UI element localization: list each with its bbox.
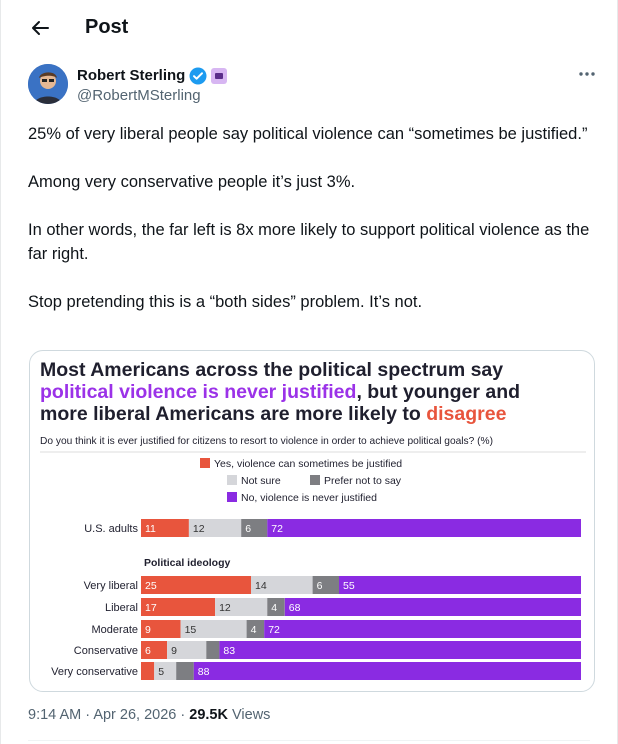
category-label: U.S. adults [84, 523, 138, 535]
bar-value-label: 6 [317, 580, 323, 592]
post-time[interactable]: 9:14 AM [28, 707, 82, 723]
back-button[interactable] [26, 16, 54, 40]
bar-value-label: 5 [158, 666, 164, 678]
legend-swatch [227, 492, 237, 502]
bar-value-label: 9 [145, 624, 151, 636]
bar-value-label: 72 [271, 523, 283, 535]
chart-title-part: Most Americans across the political spec… [40, 359, 503, 381]
post-date[interactable]: Apr 26, 2026 [93, 707, 177, 723]
chart-bars: Political ideology U.S. adults 11 12 6 72 Very… [51, 519, 582, 680]
chart-legend: Yes, violence can sometimes be justified… [200, 458, 402, 504]
bar-segment [154, 662, 177, 680]
author-handle[interactable]: @RobertMSterling [77, 87, 201, 104]
more-horizontal-icon [579, 72, 595, 76]
bar-value-label: 14 [255, 580, 267, 592]
bar-value-label: 12 [193, 523, 205, 535]
bar-segment [141, 519, 189, 537]
category-label: Very liberal [84, 580, 138, 592]
arrow-left-icon [32, 21, 49, 35]
bar-value-label: 15 [185, 624, 197, 636]
affiliate-badge-icon[interactable] [211, 68, 227, 84]
divider [28, 740, 590, 741]
verified-badge-icon[interactable] [189, 67, 207, 85]
bar-segment [141, 641, 168, 659]
legend-label: Prefer not to say [324, 475, 402, 487]
attached-chart-image[interactable]: Most Americans across the political spec… [29, 350, 595, 692]
top-bar: Post [0, 0, 618, 56]
bar-segment [141, 620, 181, 638]
tweet-paragraph: Among very conservative people it’s just… [28, 173, 356, 191]
bar-value-label: 55 [343, 580, 355, 592]
post-meta: 9:14 AM · Apr 26, 2026 · 29.5K Views [28, 707, 270, 723]
tweet-paragraph: 25% of very liberal people say political… [28, 125, 588, 143]
author-name[interactable]: Robert Sterling [77, 67, 186, 84]
bar-value-label: 83 [223, 645, 235, 657]
legend-swatch [310, 475, 320, 485]
bar-value-label: 6 [145, 645, 151, 657]
chart-title-part: more liberal Americans are more likely t… [40, 403, 426, 425]
category-label: Liberal [105, 602, 138, 614]
bar-segment [206, 641, 220, 659]
bar-segment [312, 576, 339, 594]
tweet-paragraph: Stop pretending this is a “both sides” p… [28, 293, 423, 311]
bar-segment [176, 662, 194, 680]
bar-value-label: 68 [289, 602, 301, 614]
avatar-image [28, 64, 68, 104]
bar-value-label: 12 [219, 602, 231, 614]
bar-segment [241, 519, 268, 537]
bar-segment [284, 598, 581, 616]
chart-title-part: , but younger and [356, 381, 520, 403]
legend-swatch [227, 475, 237, 485]
bar-segment [141, 576, 251, 594]
bar-segment [264, 620, 581, 638]
bar-segment [167, 641, 207, 659]
legend-label: Yes, violence can sometimes be justified [214, 458, 402, 470]
bar-segment [141, 598, 216, 616]
chart-svg: Most Americans across the political spec… [40, 359, 586, 680]
chart-subtitle: Do you think it is ever justified for ci… [40, 436, 493, 447]
bar-value-label: 11 [145, 523, 156, 535]
legend-swatch [200, 458, 210, 468]
views-count: 29.5K [189, 707, 228, 723]
bar-value-label: 6 [245, 523, 251, 535]
bar-value-label: 4 [271, 602, 277, 614]
chart-title-line-3: more liberal Americans are more likely t… [40, 403, 507, 425]
bar-value-label: 9 [171, 645, 177, 657]
author-block: Robert Sterling @RobertMSterling [28, 64, 598, 112]
bar-segment [180, 620, 247, 638]
bar-segment [246, 620, 265, 638]
chart-title-part: disagree [426, 403, 506, 425]
tweet-paragraph: In other words, the far left is 8x more … [28, 221, 590, 263]
bar-segment [251, 576, 313, 594]
chart-title-part: political violence is never justified [40, 381, 356, 403]
bar-segment [339, 576, 581, 594]
legend-label: No, violence is never justified [241, 492, 377, 504]
tweet-text: 25% of very liberal people say political… [28, 122, 590, 314]
bar-segment [219, 641, 581, 659]
bar-segment [193, 662, 582, 680]
bar-segment [215, 598, 268, 616]
meta-separator: · [180, 707, 186, 723]
bar-segment [267, 598, 285, 616]
bar-value-label: 17 [145, 602, 157, 614]
bar-value-label: 25 [145, 580, 157, 592]
chart-title-line-2: political violence is never justified, b… [40, 381, 520, 403]
section-label: Political ideology [144, 557, 231, 569]
bar-segment [141, 662, 155, 680]
more-options-button[interactable] [576, 66, 598, 86]
category-label: Moderate [92, 624, 138, 636]
views-label: Views [232, 707, 271, 723]
bar-segment [188, 519, 242, 537]
avatar[interactable] [28, 64, 68, 104]
legend-label: Not sure [241, 475, 281, 487]
bar-value-label: 72 [268, 624, 280, 636]
bar-value-label: 88 [198, 666, 210, 678]
chart-title-line-1: Most Americans across the political spec… [40, 359, 503, 381]
meta-separator: · [85, 707, 91, 723]
category-label: Very conservative [51, 666, 138, 678]
bar-value-label: 4 [251, 624, 257, 636]
bar-segment [267, 519, 581, 537]
category-label: Conservative [74, 645, 138, 657]
page-title: Post [85, 16, 129, 38]
